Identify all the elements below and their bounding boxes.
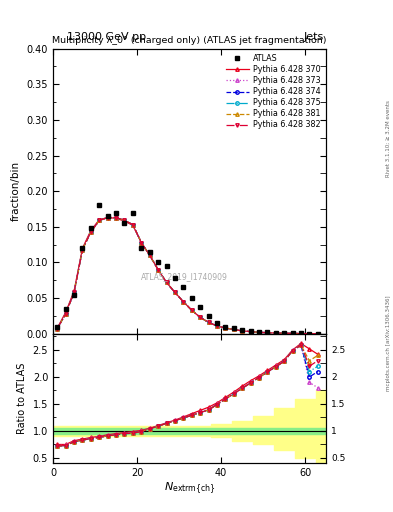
- Y-axis label: fraction/bin: fraction/bin: [11, 161, 21, 221]
- Y-axis label: Ratio to ATLAS: Ratio to ATLAS: [17, 363, 27, 434]
- Text: Jets: Jets: [304, 32, 324, 42]
- Legend: ATLAS, Pythia 6.428 370, Pythia 6.428 373, Pythia 6.428 374, Pythia 6.428 375, P: ATLAS, Pythia 6.428 370, Pythia 6.428 37…: [225, 53, 322, 131]
- Text: ATLAS_2019_I1740909: ATLAS_2019_I1740909: [141, 272, 228, 281]
- Text: Rivet 3.1.10; ≥ 3.2M events: Rivet 3.1.10; ≥ 3.2M events: [386, 100, 391, 177]
- X-axis label: $N_{\rm{extrm\{ch\}}}$: $N_{\rm{extrm\{ch\}}}$: [164, 481, 215, 497]
- Text: mcplots.cern.ch [arXiv:1306.3436]: mcplots.cern.ch [arXiv:1306.3436]: [386, 295, 391, 391]
- Title: Multiplicity λ_0° (charged only) (ATLAS jet fragmentation): Multiplicity λ_0° (charged only) (ATLAS …: [52, 36, 327, 45]
- Text: 13000 GeV pp: 13000 GeV pp: [67, 32, 146, 42]
